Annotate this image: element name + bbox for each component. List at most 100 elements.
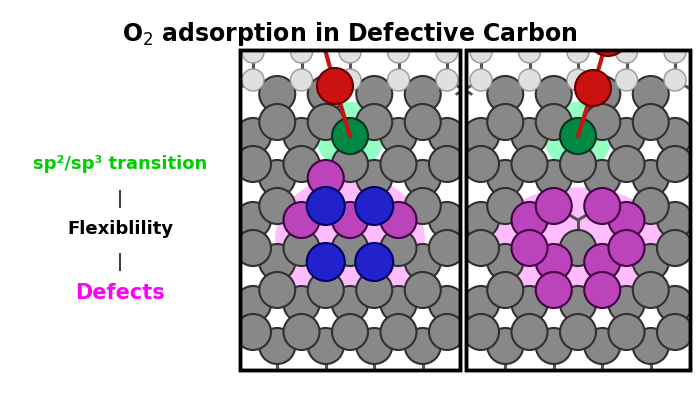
Circle shape [381, 230, 416, 266]
Circle shape [463, 314, 499, 350]
Circle shape [487, 160, 524, 196]
Circle shape [567, 69, 589, 91]
Text: |: | [117, 190, 123, 208]
Circle shape [235, 202, 271, 238]
Circle shape [381, 314, 416, 350]
Circle shape [356, 160, 392, 196]
Circle shape [633, 76, 668, 112]
Circle shape [657, 146, 693, 182]
Circle shape [588, 16, 628, 56]
Text: O$_2$ adsorption in Defective Carbon: O$_2$ adsorption in Defective Carbon [122, 22, 577, 50]
Circle shape [259, 244, 295, 280]
Bar [240, 50, 460, 370]
Circle shape [405, 76, 441, 112]
Bar [240, 50, 460, 370]
Circle shape [664, 69, 686, 91]
Circle shape [608, 202, 645, 238]
Circle shape [405, 188, 441, 224]
Circle shape [470, 69, 492, 91]
Circle shape [355, 187, 393, 225]
Circle shape [242, 41, 264, 63]
Circle shape [259, 328, 295, 364]
Circle shape [463, 146, 499, 182]
Text: N-doping: N-doping [312, 378, 388, 394]
Circle shape [584, 188, 620, 224]
Circle shape [356, 272, 392, 308]
Circle shape [633, 188, 668, 224]
Circle shape [487, 244, 524, 280]
Circle shape [657, 118, 693, 154]
Circle shape [405, 272, 441, 308]
Circle shape [381, 286, 416, 322]
Circle shape [657, 286, 693, 322]
Circle shape [332, 118, 368, 154]
Circle shape [608, 230, 645, 266]
Circle shape [405, 104, 441, 140]
Text: Flexiblility: Flexiblility [67, 220, 173, 238]
Circle shape [487, 272, 524, 308]
Circle shape [284, 146, 319, 182]
Circle shape [388, 41, 409, 63]
Circle shape [290, 41, 312, 63]
Circle shape [308, 328, 344, 364]
Circle shape [512, 146, 547, 182]
Ellipse shape [488, 188, 668, 303]
Circle shape [536, 244, 572, 280]
Circle shape [316, 102, 384, 170]
Circle shape [463, 230, 499, 266]
Circle shape [307, 243, 345, 281]
Circle shape [381, 118, 416, 154]
Text: C-vacancy: C-vacancy [536, 378, 621, 394]
Circle shape [284, 118, 319, 154]
Circle shape [633, 160, 668, 196]
Circle shape [536, 160, 572, 196]
Circle shape [560, 146, 596, 182]
Circle shape [487, 188, 524, 224]
Circle shape [332, 230, 368, 266]
Text: |: | [117, 253, 123, 271]
Circle shape [259, 160, 295, 196]
Circle shape [308, 104, 344, 140]
Circle shape [536, 188, 572, 224]
Circle shape [381, 146, 416, 182]
Circle shape [290, 69, 312, 91]
Circle shape [356, 104, 392, 140]
Bar [466, 370, 690, 394]
Circle shape [487, 328, 524, 364]
Circle shape [633, 244, 668, 280]
Circle shape [436, 41, 458, 63]
Circle shape [436, 69, 458, 91]
Circle shape [235, 118, 271, 154]
Circle shape [560, 118, 596, 154]
Circle shape [339, 41, 361, 63]
Circle shape [615, 41, 638, 63]
Circle shape [544, 102, 612, 170]
Circle shape [536, 272, 572, 308]
Circle shape [512, 118, 547, 154]
Circle shape [429, 314, 465, 350]
Circle shape [429, 118, 465, 154]
Circle shape [608, 286, 645, 322]
Circle shape [307, 187, 345, 225]
Circle shape [284, 314, 319, 350]
Circle shape [487, 104, 524, 140]
Circle shape [381, 202, 416, 238]
Circle shape [657, 230, 693, 266]
Circle shape [235, 230, 271, 266]
Text: O$_2$ adsorption in Defective Carbon: O$_2$ adsorption in Defective Carbon [122, 20, 577, 48]
Circle shape [560, 286, 596, 322]
Bar [690, 0, 700, 394]
Circle shape [567, 41, 589, 63]
Bar [466, 50, 690, 370]
Circle shape [235, 286, 271, 322]
Circle shape [429, 230, 465, 266]
Circle shape [512, 230, 547, 266]
Circle shape [536, 76, 572, 112]
Circle shape [657, 202, 693, 238]
Circle shape [284, 286, 319, 322]
Circle shape [308, 160, 344, 196]
Circle shape [308, 272, 344, 308]
Circle shape [608, 146, 645, 182]
Circle shape [332, 286, 368, 322]
Circle shape [242, 69, 264, 91]
